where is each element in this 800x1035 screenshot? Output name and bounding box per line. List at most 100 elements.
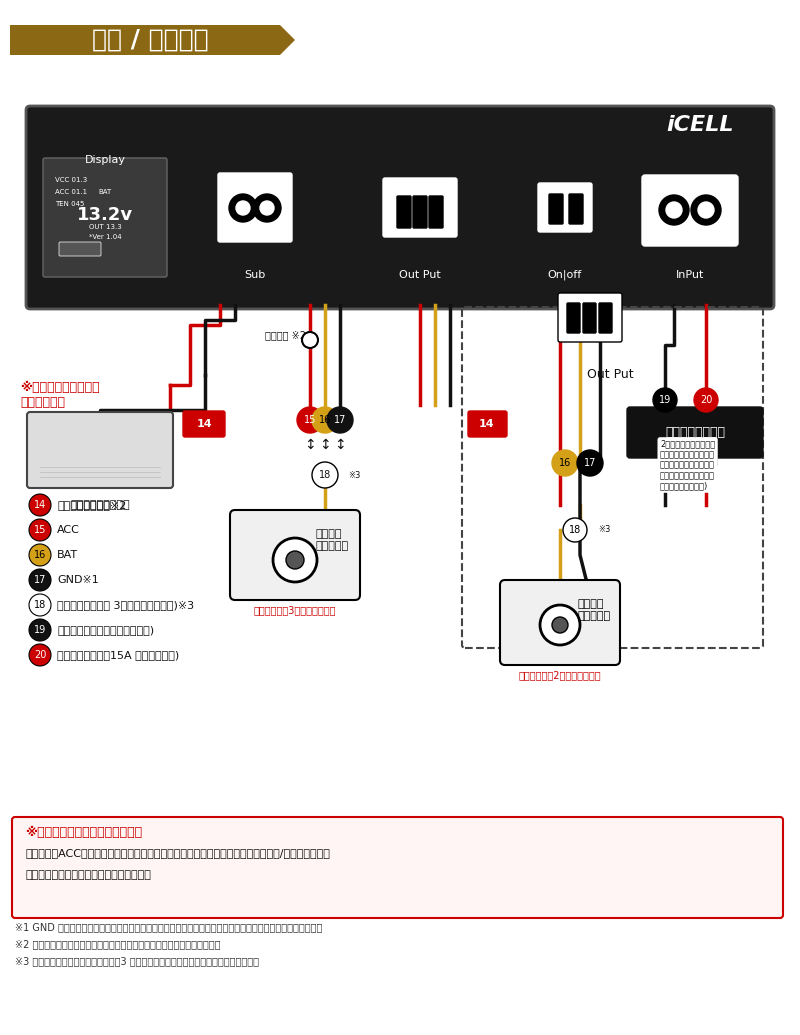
Text: 14: 14 (34, 500, 46, 510)
Text: 配線分岐 ※2: 配線分岐 ※2 (265, 330, 306, 341)
FancyBboxPatch shape (218, 173, 292, 242)
Text: 15: 15 (34, 525, 46, 535)
Text: 16: 16 (34, 550, 46, 560)
Text: ヒューズボックス: ヒューズボックス (665, 426, 725, 440)
Text: 13.2v: 13.2v (77, 206, 133, 224)
Text: 17: 17 (334, 415, 346, 425)
FancyBboxPatch shape (599, 303, 612, 333)
Text: BAT: BAT (98, 189, 112, 195)
Circle shape (312, 407, 338, 433)
Text: ・⑭は必ずACC（アクセサリーヒューズ）に接続してください。接続しないと充電/動作しません。: ・⑭は必ずACC（アクセサリーヒューズ）に接続してください。接続しないと充電/動… (25, 848, 330, 858)
FancyBboxPatch shape (642, 175, 738, 246)
Text: 17: 17 (584, 459, 596, 468)
Text: ↕: ↕ (334, 438, 346, 452)
Text: InPut: InPut (676, 270, 704, 280)
FancyBboxPatch shape (500, 580, 620, 666)
Circle shape (552, 617, 568, 633)
Text: 16: 16 (319, 415, 331, 425)
Text: VCC 01.3: VCC 01.3 (55, 177, 87, 183)
Text: ↕: ↕ (319, 438, 331, 452)
Circle shape (297, 407, 323, 433)
FancyBboxPatch shape (567, 303, 580, 333)
Text: 入力（－）配線（車体にアース): 入力（－）配線（車体にアース) (57, 625, 154, 635)
Polygon shape (10, 25, 295, 55)
Text: Out Put: Out Put (586, 368, 634, 382)
FancyBboxPatch shape (27, 412, 173, 487)
FancyBboxPatch shape (26, 106, 774, 309)
Text: ヒューズボックス※2: ヒューズボックス※2 (57, 500, 126, 510)
Text: 15: 15 (304, 415, 316, 425)
Text: ドライブ
レコーダー: ドライブ レコーダー (578, 599, 611, 621)
Text: 2芯ケーブルの場合には
⑯とドラレコのプラス線
⑰とドラレコのマイナス
線を接続（ケーブルの色
はドラコ機種に依存): 2芯ケーブルの場合には ⑯とドラレコのプラス線 ⑰とドラレコのマイナス 線を接続… (660, 440, 715, 491)
Circle shape (29, 619, 51, 641)
Text: 19: 19 (659, 395, 671, 405)
FancyBboxPatch shape (383, 178, 457, 237)
Text: ↕: ↕ (304, 438, 316, 452)
Text: 19: 19 (34, 625, 46, 635)
Text: GND※1: GND※1 (57, 575, 98, 585)
Circle shape (29, 569, 51, 591)
FancyBboxPatch shape (569, 194, 583, 224)
Text: Display: Display (85, 155, 126, 165)
Circle shape (29, 519, 51, 541)
Text: 17: 17 (34, 575, 46, 585)
Text: ・⑲は、車体アースに接続してください。: ・⑲は、車体アースに接続してください。 (25, 870, 151, 880)
Text: 18: 18 (569, 525, 581, 535)
Circle shape (236, 201, 250, 215)
Text: *Ver 1.04: *Ver 1.04 (89, 234, 122, 240)
Circle shape (29, 494, 51, 516)
Text: ドラレコ側の3芯指定ケーブル: ドラレコ側の3芯指定ケーブル (254, 605, 336, 615)
Text: Sub: Sub (244, 270, 266, 280)
Text: TEN 045: TEN 045 (55, 201, 84, 207)
FancyBboxPatch shape (558, 293, 622, 342)
FancyBboxPatch shape (429, 196, 443, 228)
Circle shape (312, 462, 338, 487)
Circle shape (540, 605, 580, 645)
Text: ACC 01.1: ACC 01.1 (55, 189, 87, 195)
Text: ※3 ドラブレコーダー側の駐車監視（3 芯ケーブル）は別売です。別途ご用意ください。: ※3 ドラブレコーダー側の駐車監視（3 芯ケーブル）は別売です。別途ご用意くださ… (15, 956, 259, 966)
Circle shape (29, 544, 51, 566)
Text: バッテリ拡張パック: バッテリ拡張パック (70, 500, 130, 510)
Text: ※3: ※3 (348, 471, 360, 479)
Text: 配線 / 使用方法: 配線 / 使用方法 (92, 28, 208, 52)
Circle shape (653, 388, 677, 412)
Text: ACC: ACC (57, 525, 80, 535)
Circle shape (302, 332, 318, 348)
Circle shape (552, 450, 578, 476)
Circle shape (698, 202, 714, 218)
Circle shape (694, 388, 718, 412)
Text: ドラレコ側の2芯指定ケーブル: ドラレコ側の2芯指定ケーブル (518, 670, 602, 680)
Circle shape (29, 594, 51, 616)
Text: 18: 18 (34, 600, 46, 610)
FancyBboxPatch shape (43, 158, 167, 277)
Text: （車体にアース）: （車体にアース） (671, 455, 718, 465)
Text: ※バッテリ専用パック
以外使用禁止: ※バッテリ専用パック 以外使用禁止 (20, 381, 100, 409)
Circle shape (260, 201, 274, 215)
FancyBboxPatch shape (397, 196, 411, 228)
Circle shape (327, 407, 353, 433)
Text: 入力（＋）配線（15A 以上常時電源): 入力（＋）配線（15A 以上常時電源) (57, 650, 179, 660)
Text: Out Put: Out Put (399, 270, 441, 280)
Text: BAT: BAT (57, 550, 78, 560)
FancyBboxPatch shape (230, 510, 360, 600)
Text: iCELL: iCELL (666, 115, 734, 135)
FancyBboxPatch shape (413, 196, 427, 228)
Text: 20: 20 (700, 395, 712, 405)
FancyBboxPatch shape (468, 411, 507, 437)
Circle shape (229, 194, 257, 221)
Circle shape (253, 194, 281, 221)
FancyBboxPatch shape (59, 242, 101, 256)
Circle shape (659, 195, 689, 225)
Circle shape (286, 551, 304, 569)
Circle shape (273, 538, 317, 582)
FancyBboxPatch shape (549, 194, 563, 224)
Circle shape (666, 202, 682, 218)
Text: On|off: On|off (548, 270, 582, 280)
Text: 18: 18 (319, 470, 331, 480)
Text: ※【ケーブル配線時の注意事項】: ※【ケーブル配線時の注意事項】 (25, 827, 142, 839)
Circle shape (577, 450, 603, 476)
Text: OUT 13.3: OUT 13.3 (89, 224, 122, 230)
Text: ※1 GND 配線は車体にはアースしません。ケーブル接点が車体の金属部分に触れないように注意して下さい。: ※1 GND 配線は車体にはアースしません。ケーブル接点が車体の金属部分に触れな… (15, 922, 322, 932)
Text: 20: 20 (34, 650, 46, 660)
FancyBboxPatch shape (627, 407, 763, 459)
